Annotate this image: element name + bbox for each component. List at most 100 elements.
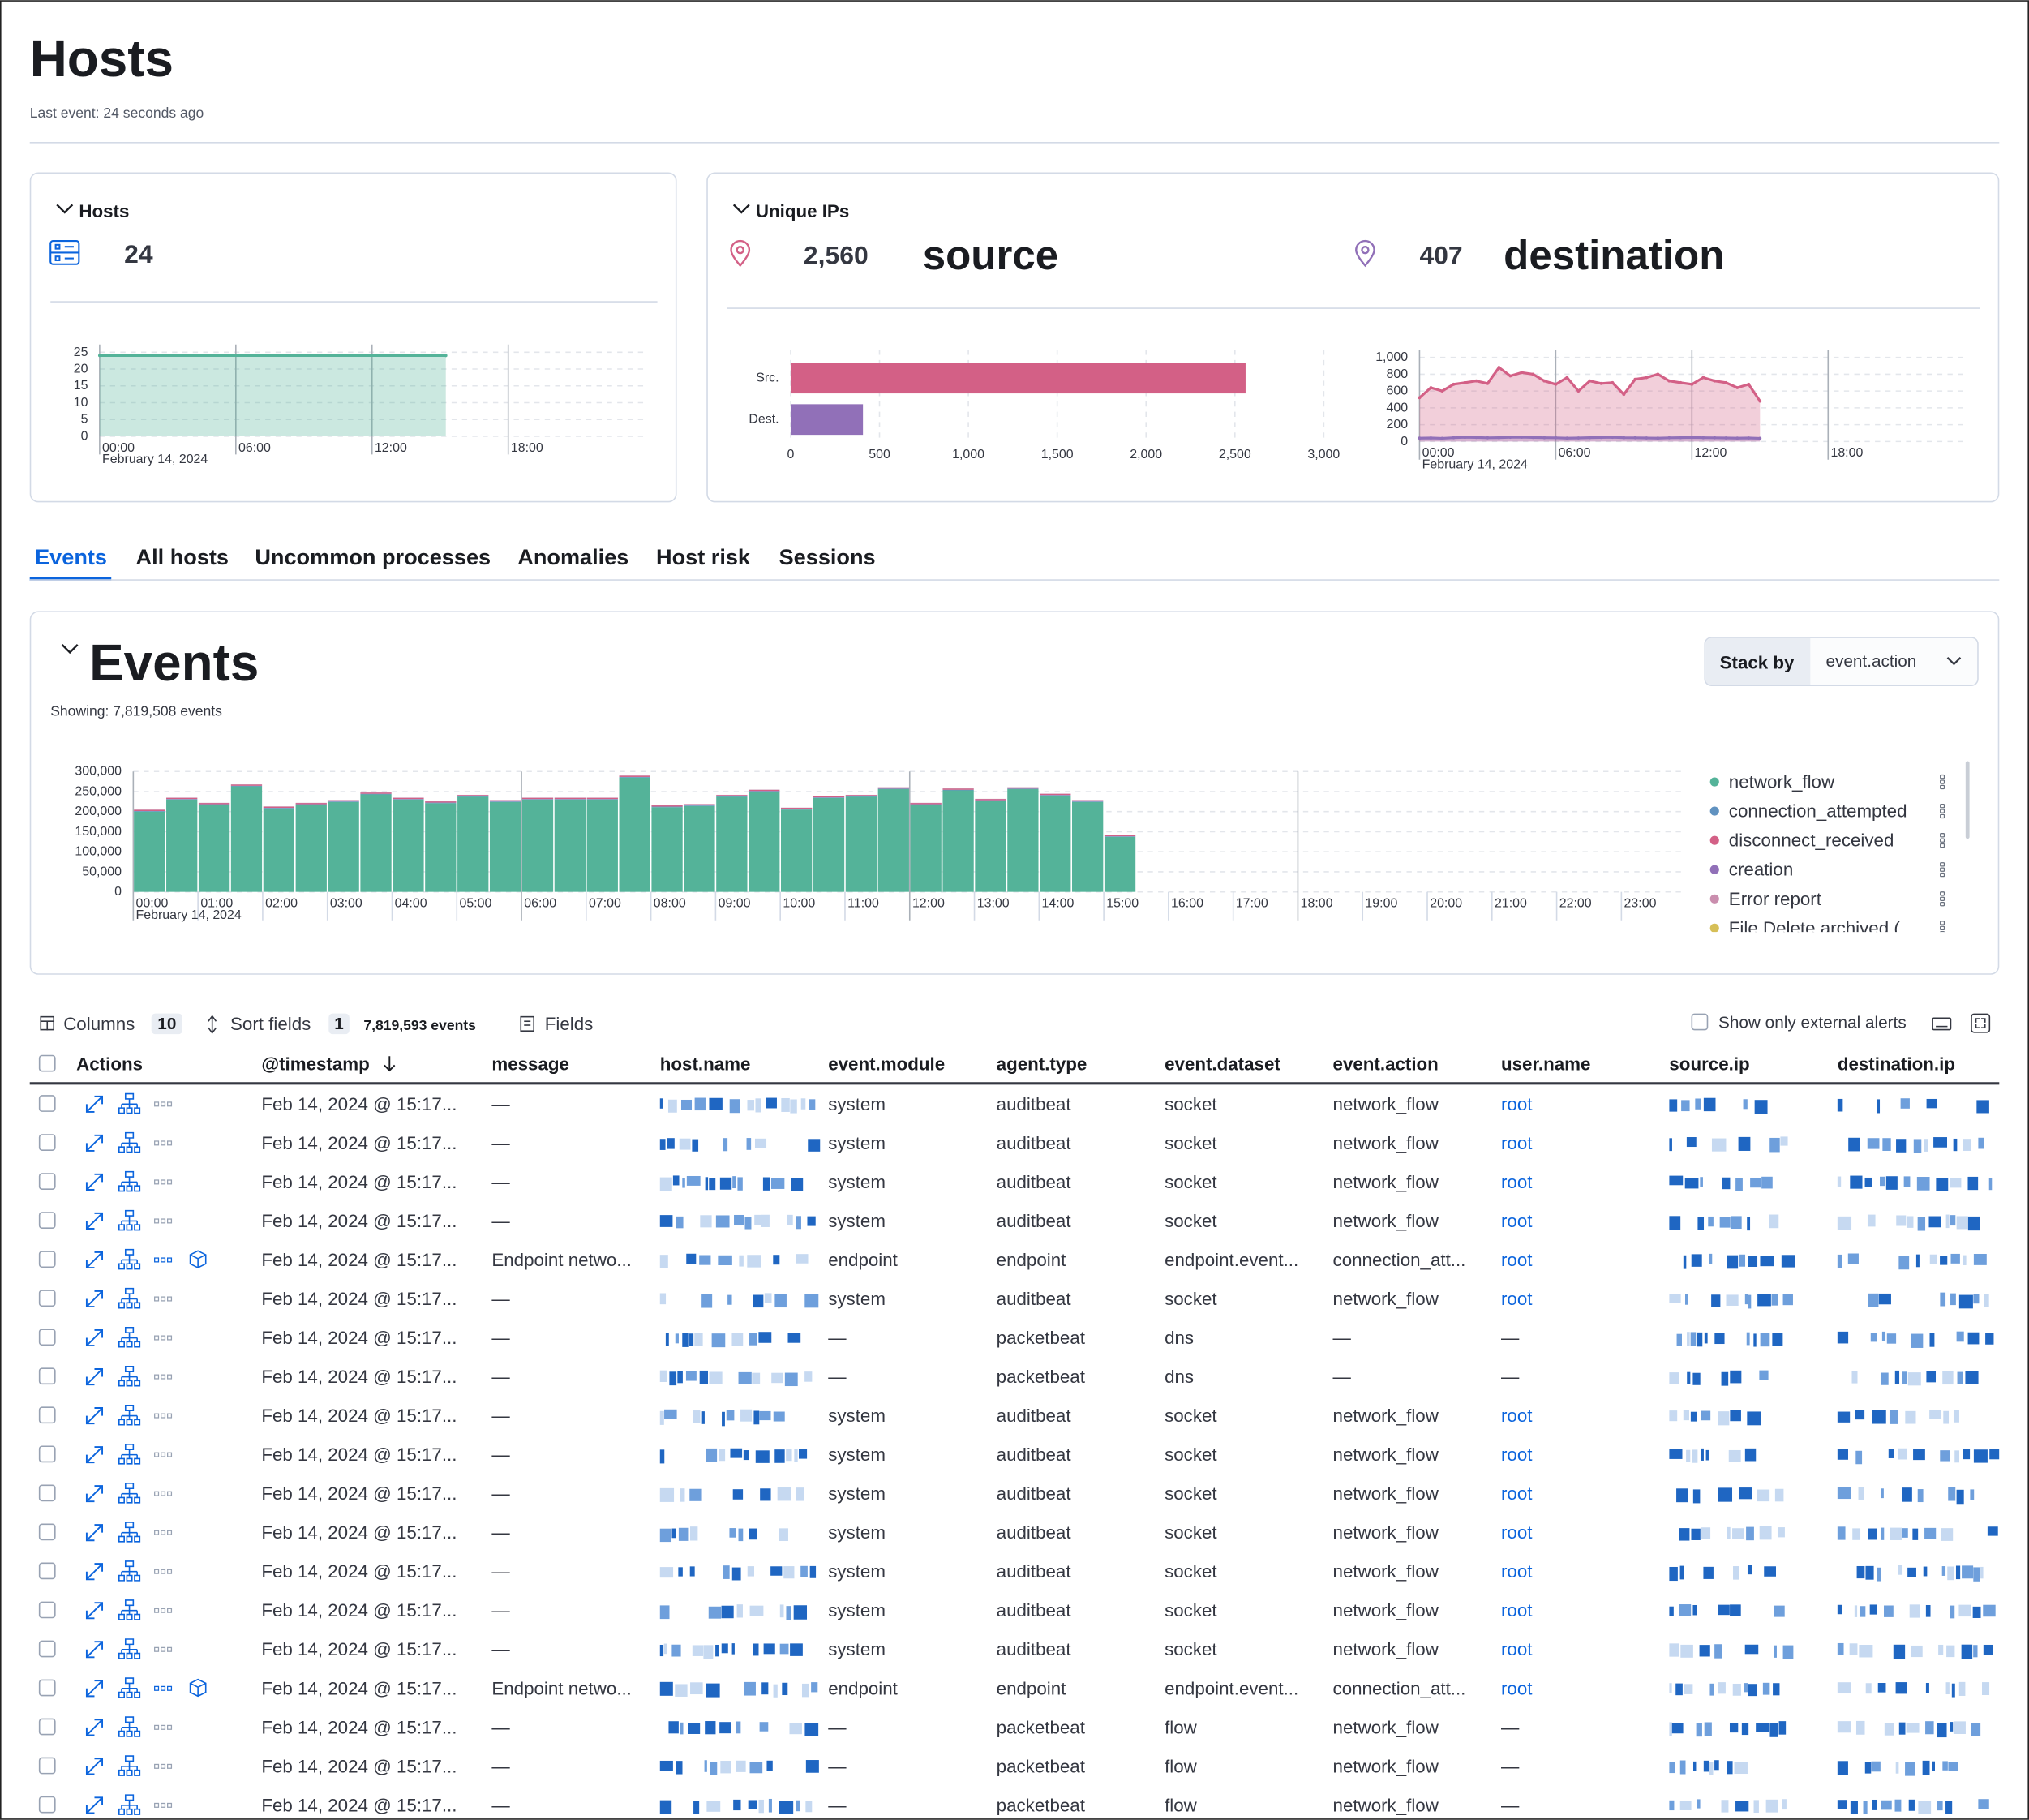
cell[interactable]: root <box>1501 1678 1533 1698</box>
expand-icon[interactable] <box>85 1719 104 1736</box>
tab[interactable]: Uncommon processes <box>255 544 491 569</box>
more-icon[interactable] <box>161 1218 166 1224</box>
analyze-icon[interactable] <box>118 1170 141 1192</box>
legend-label[interactable]: disconnect_received <box>1729 831 1894 851</box>
more-icon[interactable] <box>154 1413 160 1419</box>
column-header[interactable]: @timestamp <box>261 1054 369 1074</box>
expand-icon[interactable] <box>85 1251 104 1268</box>
expand-icon[interactable] <box>85 1641 104 1659</box>
expand-icon[interactable] <box>85 1368 104 1386</box>
legend-menu[interactable] <box>1940 862 1945 867</box>
column-header[interactable]: user.name <box>1501 1054 1590 1074</box>
more-icon[interactable] <box>154 1452 160 1457</box>
analyze-icon[interactable] <box>118 1444 141 1465</box>
cell[interactable]: root <box>1501 1444 1533 1465</box>
cell[interactable]: root <box>1501 1172 1533 1192</box>
keyboard-icon[interactable] <box>1932 1017 1952 1031</box>
tab[interactable]: Anomalies <box>517 544 628 569</box>
expand-icon[interactable] <box>85 1095 104 1113</box>
collapse-icon[interactable] <box>61 644 79 655</box>
more-icon[interactable] <box>161 1724 166 1730</box>
column-header[interactable]: destination.ip <box>1838 1054 1955 1074</box>
more-icon[interactable] <box>167 1257 173 1263</box>
column-header[interactable]: agent.type <box>997 1054 1087 1074</box>
more-icon[interactable] <box>167 1491 173 1496</box>
checkbox[interactable] <box>38 1718 56 1736</box>
more-icon[interactable] <box>161 1179 166 1185</box>
more-icon[interactable] <box>167 1335 173 1341</box>
column-header[interactable]: event.action <box>1333 1054 1439 1074</box>
legend-label[interactable]: creation <box>1729 860 1793 880</box>
cell[interactable]: root <box>1501 1522 1533 1543</box>
column-header[interactable]: source.ip <box>1669 1054 1749 1074</box>
cell[interactable]: — <box>1501 1717 1520 1737</box>
more-icon[interactable] <box>154 1608 160 1613</box>
more-icon[interactable] <box>154 1802 160 1808</box>
fullscreen-icon[interactable] <box>1971 1013 1991 1033</box>
cell[interactable]: root <box>1501 1133 1533 1153</box>
cell[interactable]: root <box>1501 1250 1533 1270</box>
cell[interactable]: root <box>1501 1406 1533 1426</box>
cell[interactable]: — <box>1501 1756 1520 1776</box>
analyze-icon[interactable] <box>118 1248 141 1270</box>
checkbox[interactable] <box>38 1290 56 1307</box>
legend-menu[interactable] <box>1940 779 1945 784</box>
more-icon[interactable] <box>154 1296 160 1302</box>
analyze-icon[interactable] <box>118 1522 141 1543</box>
more-icon[interactable] <box>161 1802 166 1808</box>
checkbox[interactable] <box>38 1134 56 1151</box>
legend-label[interactable]: connection_attempted <box>1729 801 1907 822</box>
more-icon[interactable] <box>154 1491 160 1496</box>
checkbox[interactable] <box>38 1601 56 1619</box>
legend-menu[interactable] <box>1940 925 1945 931</box>
more-icon[interactable] <box>154 1335 160 1341</box>
expand-icon[interactable] <box>85 1758 104 1775</box>
fields-button[interactable]: Fields <box>545 1014 594 1034</box>
expand-icon[interactable] <box>85 1602 104 1620</box>
expand-icon[interactable] <box>85 1134 104 1152</box>
more-icon[interactable] <box>161 1296 166 1302</box>
more-icon[interactable] <box>154 1374 160 1380</box>
checkbox[interactable] <box>38 1367 56 1385</box>
expand-icon[interactable] <box>85 1173 104 1191</box>
more-icon[interactable] <box>167 1608 173 1613</box>
legend-menu[interactable] <box>1940 813 1945 819</box>
tab[interactable]: Events <box>35 544 107 569</box>
expand-icon[interactable] <box>85 1290 104 1308</box>
more-icon[interactable] <box>154 1763 160 1769</box>
checkbox[interactable] <box>38 1054 56 1072</box>
more-icon[interactable] <box>154 1646 160 1652</box>
scrollbar[interactable] <box>1965 761 1970 839</box>
checkbox[interactable] <box>38 1484 56 1502</box>
legend-label[interactable]: Error report <box>1729 889 1822 909</box>
cell[interactable]: root <box>1501 1094 1533 1114</box>
cell[interactable]: — <box>1501 1328 1520 1348</box>
legend-menu[interactable] <box>1940 809 1945 813</box>
more-icon[interactable] <box>154 1257 160 1263</box>
checkbox[interactable] <box>38 1329 56 1346</box>
column-header[interactable]: event.dataset <box>1165 1054 1280 1074</box>
analyze-icon[interactable] <box>118 1638 141 1659</box>
more-icon[interactable] <box>167 1685 173 1691</box>
analyze-icon[interactable] <box>118 1794 141 1815</box>
legend-menu[interactable] <box>1940 931 1945 935</box>
checkbox[interactable] <box>38 1212 56 1230</box>
more-icon[interactable] <box>161 1452 166 1457</box>
cell[interactable]: root <box>1501 1483 1533 1504</box>
legend-menu[interactable] <box>1940 774 1945 779</box>
legend-menu[interactable] <box>1940 872 1945 878</box>
more-icon[interactable] <box>167 1646 173 1652</box>
cell[interactable]: — <box>1501 1367 1520 1387</box>
more-icon[interactable] <box>161 1569 166 1574</box>
more-icon[interactable] <box>161 1140 166 1146</box>
legend-menu[interactable] <box>1940 921 1945 925</box>
sort-button[interactable]: Sort fields <box>230 1014 311 1034</box>
expand-icon[interactable] <box>85 1329 104 1347</box>
event-icon[interactable] <box>189 1678 207 1698</box>
checkbox[interactable] <box>38 1445 56 1463</box>
collapse-icon[interactable] <box>56 204 74 214</box>
event-icon[interactable] <box>189 1250 207 1268</box>
stack-by-select[interactable]: Stack by event.action <box>1704 637 1979 686</box>
more-icon[interactable] <box>161 1257 166 1263</box>
legend-menu[interactable] <box>1940 896 1945 901</box>
